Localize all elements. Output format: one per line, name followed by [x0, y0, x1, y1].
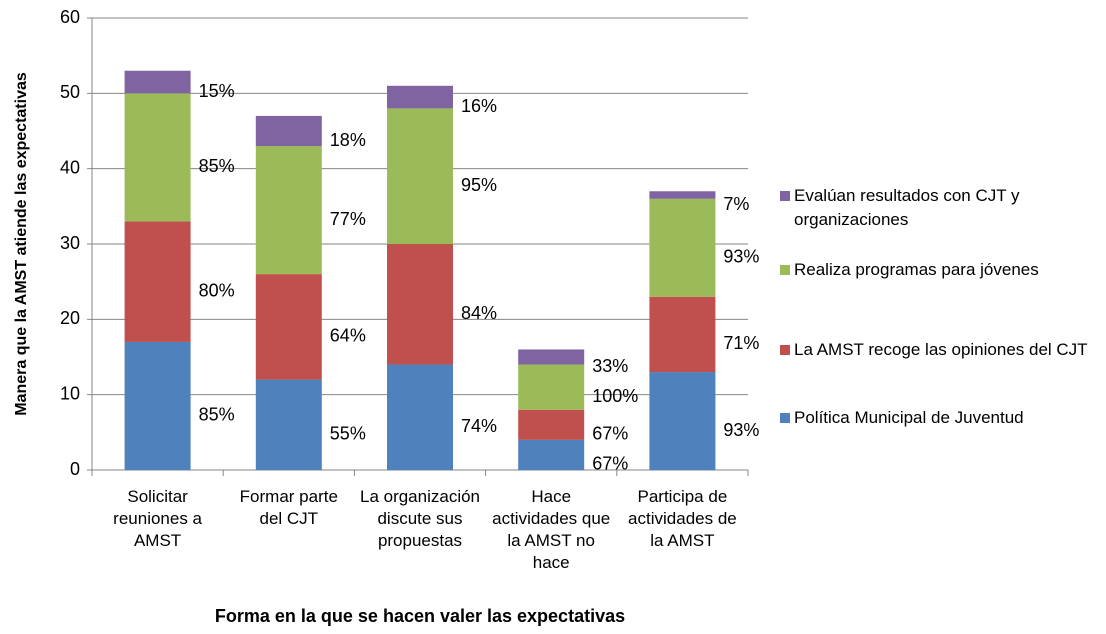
data-label: 7% [723, 194, 749, 214]
bar-segment [387, 364, 453, 470]
legend-entry: La AMST recoge las opiniones del CJT [780, 338, 1106, 362]
bar-segment [124, 93, 191, 222]
bar-segment [255, 115, 322, 147]
legend-entry: Política Municipal de Juventud [780, 406, 1106, 430]
bar-segment [649, 296, 716, 373]
data-label: 67% [592, 454, 628, 474]
data-label: 64% [330, 326, 366, 346]
legend-entry: Evalúan resultados con CJT y organizacio… [780, 184, 1106, 232]
y-tick-label: 10 [60, 383, 80, 403]
bar-segment [649, 198, 716, 297]
legend-swatch [780, 191, 790, 201]
y-tick-label: 20 [60, 308, 80, 328]
data-label: 15% [199, 81, 235, 101]
legend-swatch [780, 265, 790, 275]
data-label: 74% [461, 416, 497, 436]
bar-segment [124, 70, 191, 94]
y-tick-label: 60 [60, 7, 80, 27]
bar-segment [124, 221, 191, 342]
bar-segment [518, 439, 585, 470]
legend-swatch [780, 413, 790, 423]
bar-segment [518, 364, 585, 410]
data-label: 80% [199, 280, 235, 300]
data-label: 55% [330, 424, 366, 444]
x-tick-label: Hace actividades que la AMST no hace [492, 487, 611, 572]
bar-segment [649, 191, 716, 199]
data-label: 100% [592, 386, 638, 406]
legend-label: Evalúan resultados con CJT y organizacio… [794, 186, 1020, 229]
legend-label: Política Municipal de Juventud [794, 408, 1024, 427]
bar-segment [387, 244, 453, 365]
y-axis-title: Manera que la AMST atiende las expectati… [13, 72, 30, 416]
data-label: 71% [723, 333, 759, 353]
bar-segment [387, 108, 453, 245]
data-label: 85% [199, 405, 235, 425]
y-tick-label: 0 [70, 459, 80, 479]
bar-segment [387, 85, 453, 109]
legend-swatch [780, 345, 790, 355]
data-label: 84% [461, 303, 497, 323]
data-label: 85% [199, 156, 235, 176]
x-tick-label: Participa de actividades de la AMST [628, 487, 737, 550]
bar-segment [255, 379, 322, 470]
data-label: 67% [592, 424, 628, 444]
y-tick-label: 40 [60, 157, 80, 177]
bar-segment [255, 274, 322, 380]
y-tick-label: 50 [60, 82, 80, 102]
bar-segment [649, 372, 716, 470]
x-tick-label: La organización discute sus propuestas [359, 487, 481, 550]
bar-segment [255, 146, 322, 275]
legend-label: La AMST recoge las opiniones del CJT [794, 340, 1088, 359]
data-label: 77% [330, 209, 366, 229]
data-label: 93% [723, 420, 759, 440]
legend-label: Realiza programas para jóvenes [794, 260, 1039, 279]
x-axis-title: Forma en la que se hacen valer las expec… [214, 606, 626, 626]
data-label: 95% [461, 175, 497, 195]
bar-segment [518, 409, 585, 440]
x-tick-label: Formar parte del CJT [239, 487, 338, 528]
data-label: 16% [461, 96, 497, 116]
y-tick-label: 30 [60, 233, 80, 253]
data-label: 93% [723, 247, 759, 267]
bar-segment [518, 349, 585, 365]
legend-entry: Realiza programas para jóvenes [780, 258, 1106, 282]
x-tick-label: Solicitar reuniones a AMST [113, 487, 203, 550]
bar-segment [124, 341, 191, 470]
data-label: 18% [330, 130, 366, 150]
data-label: 33% [592, 356, 628, 376]
